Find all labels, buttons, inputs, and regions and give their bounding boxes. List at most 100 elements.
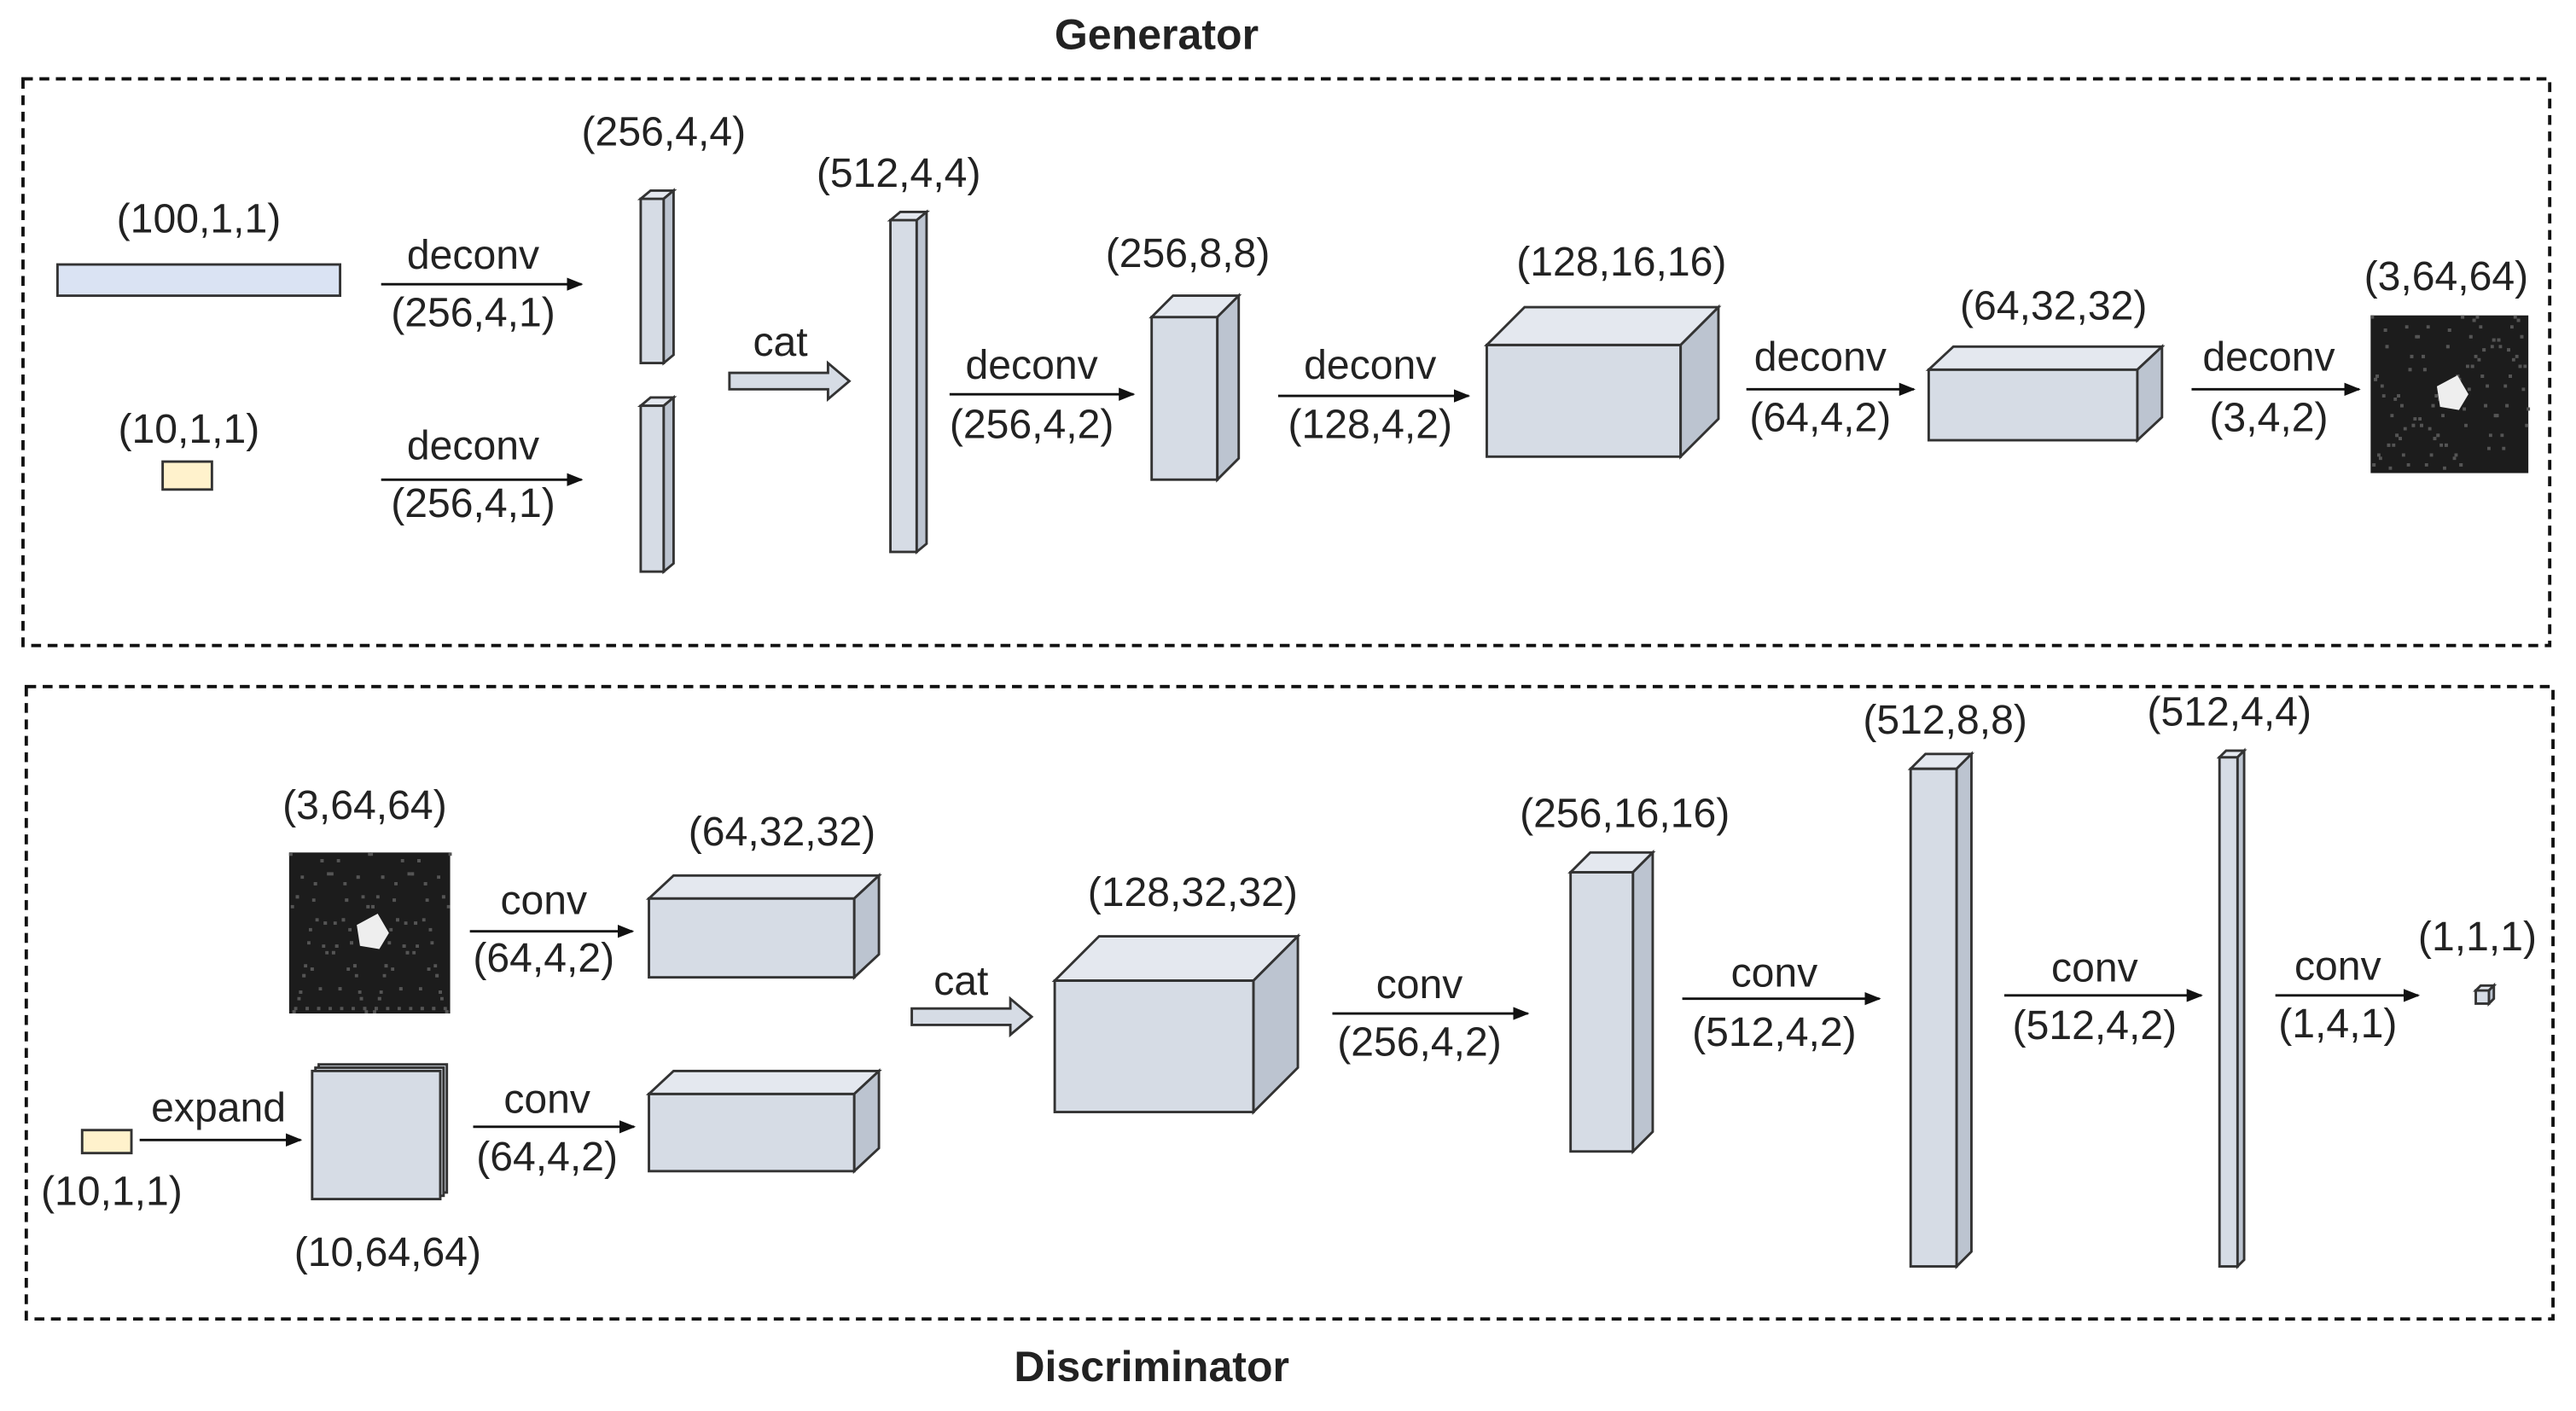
merge-arrow: [728, 360, 852, 403]
image-noise: [2429, 453, 2434, 457]
image-noise: [297, 996, 301, 1001]
image-noise: [405, 950, 410, 955]
op-name: deconv: [966, 342, 1098, 388]
op-name: conv: [1376, 961, 1463, 1007]
image-noise: [2500, 433, 2504, 438]
image-noise: [2482, 348, 2486, 352]
image-noise: [2470, 364, 2474, 369]
image-noise: [2507, 348, 2510, 352]
image-noise: [2497, 338, 2501, 342]
image-noise: [2487, 446, 2491, 450]
image-noise: [2388, 466, 2393, 470]
cuboid-side: [662, 394, 675, 575]
image-noise: [373, 1010, 376, 1014]
image-noise: [425, 898, 429, 903]
tensor-shape: (3,64,64): [282, 782, 447, 828]
image-noise: [2509, 325, 2514, 329]
image-noise: [354, 973, 358, 978]
image-noise: [2459, 463, 2463, 467]
image-noise: [334, 944, 339, 948]
op-params: (64,4,2): [476, 1134, 618, 1180]
merge-label: cat: [933, 958, 989, 1004]
image-noise: [423, 881, 427, 886]
cuboid-side: [852, 872, 881, 980]
image-noise: [2374, 377, 2378, 381]
image-noise: [336, 859, 340, 862]
cuboid-front: [648, 897, 856, 979]
image-noise: [2404, 325, 2409, 329]
image-noise: [2385, 345, 2389, 349]
image-noise: [2479, 325, 2483, 329]
cuboid-front: [1909, 767, 1958, 1268]
image-noise: [348, 927, 352, 932]
image-noise: [315, 918, 319, 922]
image-noise: [2399, 437, 2402, 441]
image-object: [2436, 375, 2468, 410]
tensor-shape: (256,8,8): [1106, 230, 1271, 276]
cuboid-front: [2474, 989, 2491, 1005]
image-noise: [2416, 334, 2421, 339]
image-noise: [2465, 364, 2469, 369]
image-noise: [2401, 453, 2405, 457]
cuboid-top: [645, 1069, 882, 1095]
image-noise: [432, 1007, 436, 1011]
image-noise: [439, 990, 442, 994]
op-params: (256,4,2): [1337, 1019, 1502, 1065]
image-noise: [304, 964, 308, 968]
image-noise: [2472, 318, 2476, 322]
image-noise: [325, 950, 329, 955]
image-noise: [350, 941, 353, 945]
image-object: [357, 914, 389, 949]
image-noise: [331, 950, 335, 955]
cuboid-top: [1483, 305, 1722, 346]
cuboid-side: [1252, 933, 1300, 1116]
merge-arrow: [910, 996, 1034, 1038]
cuboid-front: [2218, 756, 2239, 1268]
cuboid-front: [639, 404, 666, 573]
label-vector: [161, 460, 213, 491]
cuboid-front: [648, 1092, 856, 1173]
cuboid-side: [1679, 304, 1720, 460]
image-noise: [2521, 387, 2526, 392]
image-noise: [2380, 384, 2384, 388]
image-noise: [2434, 394, 2439, 398]
image-noise: [2467, 387, 2471, 392]
image-noise: [2515, 354, 2519, 358]
generator-frame: [21, 77, 2552, 647]
tensor-shape: (3,64,64): [2364, 253, 2529, 299]
image-noise: [2439, 443, 2444, 447]
image-noise: [2525, 423, 2529, 427]
image-noise: [2461, 315, 2465, 319]
op-params: (256,4,1): [391, 289, 555, 335]
image-noise: [2468, 334, 2473, 339]
tensor-shape: (10,64,64): [294, 1229, 481, 1275]
input-vector: [55, 263, 341, 298]
image-noise: [2527, 407, 2531, 411]
cuboid-top: [645, 874, 882, 900]
image-noise: [311, 898, 316, 903]
image-noise: [2422, 354, 2425, 358]
op-name: conv: [2051, 945, 2138, 991]
image-noise: [2511, 357, 2515, 362]
op-params: (128,4,2): [1288, 401, 1452, 447]
image-noise: [441, 895, 445, 899]
cuboid-side: [2236, 747, 2246, 1270]
image-noise: [302, 973, 306, 978]
image-noise: [2410, 354, 2414, 358]
cuboid-front: [639, 197, 666, 365]
op-name: conv: [500, 878, 587, 924]
image-noise: [2408, 368, 2412, 372]
op-name: conv: [2294, 944, 2381, 990]
image-noise: [2422, 368, 2427, 372]
cuboid-front: [1569, 870, 1635, 1153]
image-noise: [394, 881, 398, 886]
image-noise: [307, 941, 311, 945]
image-noise: [2383, 328, 2387, 332]
image-noise: [2426, 325, 2430, 329]
image-noise: [352, 1007, 355, 1011]
tensor-shape: (10,1,1): [41, 1169, 183, 1215]
image-noise: [2463, 407, 2466, 411]
image-noise: [437, 875, 441, 880]
image-noise: [2395, 433, 2399, 438]
